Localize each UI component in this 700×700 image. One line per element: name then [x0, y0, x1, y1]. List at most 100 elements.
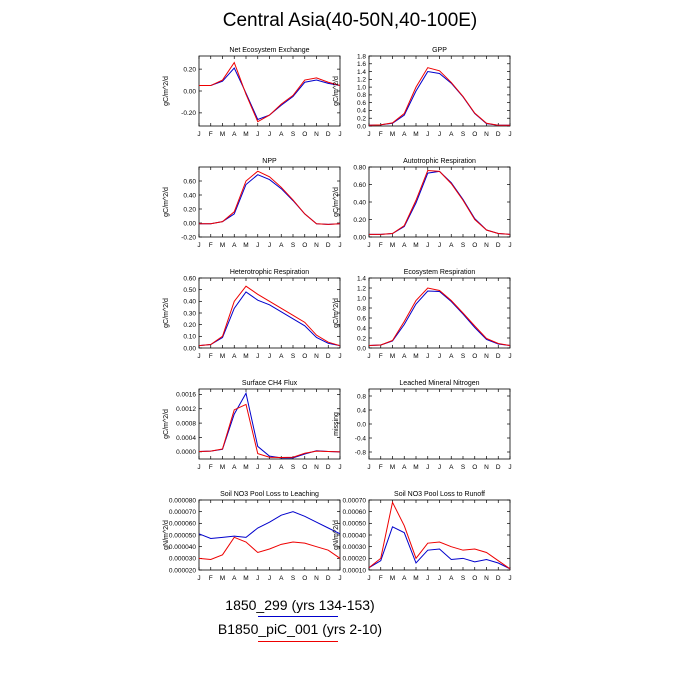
x-tick-label: J	[197, 242, 200, 249]
x-tick-label: J	[338, 242, 341, 249]
series-line-blue	[368, 290, 511, 346]
x-tick-label: M	[413, 353, 418, 360]
x-tick-label: A	[402, 353, 407, 360]
y-tick-label: 0.00010	[343, 567, 367, 574]
x-tick-label: D	[496, 242, 501, 249]
chart-title: Ecosystem Respiration	[404, 269, 476, 276]
x-tick-label: J	[508, 575, 511, 582]
x-tick-label: J	[508, 353, 511, 360]
x-tick-label: J	[508, 242, 511, 249]
x-tick-label: A	[402, 464, 407, 471]
y-tick-label: 0.4	[357, 407, 366, 414]
y-tick-label: 0.000070	[169, 509, 196, 516]
x-tick-label: O	[302, 575, 307, 582]
y-tick-label: 1.2	[357, 77, 366, 84]
series-line-blue	[198, 291, 341, 347]
x-tick-label: D	[496, 575, 501, 582]
x-tick-label: F	[209, 131, 213, 138]
x-tick-label: A	[279, 131, 284, 138]
x-tick-label: A	[449, 464, 454, 471]
y-tick-label: 0.0004	[176, 435, 196, 442]
y-axis-label: gC/m^2/d	[333, 187, 340, 217]
x-tick-label: N	[314, 131, 319, 138]
y-tick-label: 0.0	[357, 123, 366, 130]
chart-panel-0: Net Ecosystem Exchange gC/m^2/d -0.20 0.00 0…	[163, 47, 342, 138]
x-tick-label: M	[413, 242, 418, 249]
x-tick-label: J	[256, 242, 259, 249]
x-tick-label: J	[367, 464, 370, 471]
series-line-red	[198, 285, 341, 347]
x-tick-label: J	[256, 353, 259, 360]
x-tick-label: M	[413, 575, 418, 582]
y-tick-label: 0.00030	[343, 544, 367, 551]
x-tick-label: J	[268, 353, 271, 360]
x-tick-label: S	[291, 575, 296, 582]
x-tick-label: O	[302, 242, 307, 249]
x-tick-label: J	[268, 575, 271, 582]
x-tick-label: A	[402, 575, 407, 582]
y-tick-label: 0.20	[183, 206, 196, 213]
chart-title: Soil NO3 Pool Loss to Leaching	[220, 491, 319, 498]
x-tick-label: J	[367, 131, 370, 138]
y-axis-label: gC/m^2/d	[163, 76, 170, 106]
y-tick-label: 1.0	[357, 84, 366, 91]
y-tick-label: 0.0	[357, 421, 366, 428]
y-tick-label: 0.2	[357, 335, 366, 342]
x-tick-label: D	[496, 464, 501, 471]
x-tick-label: M	[390, 575, 395, 582]
y-axis-label: gC/m^2/d	[333, 298, 340, 328]
y-tick-label: 0.0012	[176, 406, 196, 413]
x-tick-label: N	[484, 353, 489, 360]
x-tick-label: J	[197, 464, 200, 471]
x-tick-label: N	[484, 464, 489, 471]
plot-frame	[368, 166, 511, 238]
x-tick-label: M	[220, 464, 225, 471]
series-line-red	[368, 67, 510, 126]
x-tick-label: M	[220, 575, 225, 582]
x-tick-label: J	[367, 242, 370, 249]
y-tick-label: 0.6	[357, 100, 366, 107]
series-line-blue	[368, 71, 510, 126]
chart-title: Heterotrophic Respiration	[230, 269, 309, 276]
x-tick-label: M	[243, 242, 248, 249]
x-tick-label: M	[243, 575, 248, 582]
x-tick-label: F	[379, 131, 383, 138]
y-tick-label: 0.60	[353, 182, 366, 189]
y-tick-label: 0.6	[357, 315, 366, 322]
x-tick-label: J	[438, 242, 441, 249]
x-tick-label: J	[426, 575, 429, 582]
x-tick-label: D	[326, 353, 331, 360]
y-tick-label: 0.60	[183, 178, 196, 185]
chart-panel-4: Heterotrophic Respiration gC/m^2/d 0.00 0.1…	[163, 269, 342, 360]
chart-panel-6: Surface CH4 Flux gC/m^2/d 0.0000 0.0004 0.00…	[163, 380, 342, 471]
x-tick-label: J	[367, 353, 370, 360]
x-tick-label: J	[438, 353, 441, 360]
x-tick-label: A	[449, 242, 454, 249]
x-tick-label: A	[402, 131, 407, 138]
y-tick-label: 0.00	[183, 345, 196, 352]
x-tick-label: J	[338, 464, 341, 471]
y-tick-label: 0.10	[183, 334, 196, 341]
series-line-red	[198, 536, 341, 561]
y-tick-label: 0.000040	[169, 544, 196, 551]
x-tick-label: N	[314, 242, 319, 249]
x-tick-label: S	[291, 242, 296, 249]
y-tick-label: 0.000050	[169, 532, 196, 539]
x-tick-label: O	[472, 464, 477, 471]
chart-title: Net Ecosystem Exchange	[229, 47, 309, 54]
x-tick-label: M	[390, 353, 395, 360]
x-tick-label: A	[232, 464, 237, 471]
y-tick-label: 0.40	[183, 192, 196, 199]
y-tick-label: 0.2	[357, 116, 366, 123]
x-tick-label: M	[413, 131, 418, 138]
y-tick-label: 0.0008	[176, 420, 196, 427]
legend-line-1850	[258, 616, 338, 617]
x-tick-label: J	[256, 131, 259, 138]
x-tick-label: J	[197, 131, 200, 138]
chart-title: NPP	[262, 158, 277, 165]
chart-panel-7: Leached Mineral Nitrogen missing -0.8 -0.4 0…	[333, 380, 512, 471]
x-tick-label: J	[268, 131, 271, 138]
y-tick-label: 0.00050	[343, 521, 367, 528]
y-tick-label: -0.4	[355, 435, 367, 442]
